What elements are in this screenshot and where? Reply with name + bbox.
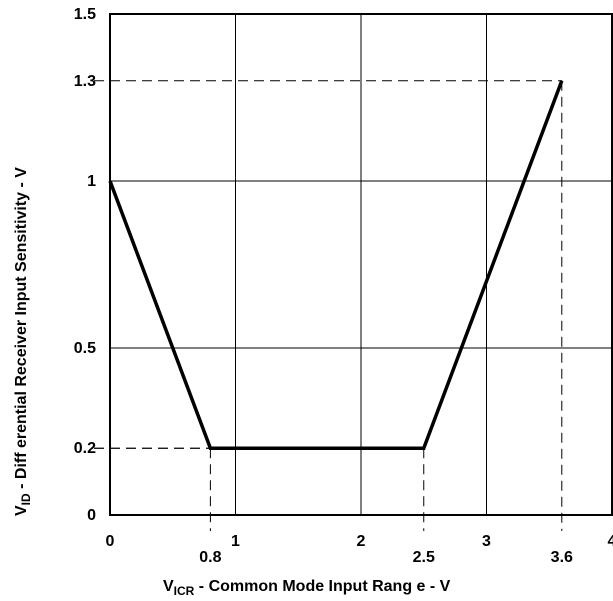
y-tick-label: 1.5 <box>74 6 96 23</box>
grid-layer <box>110 14 612 515</box>
reference-lines <box>94 80 563 531</box>
y-tick-label: 1.3 <box>74 73 96 90</box>
x-axis-label-subscript: ICR <box>174 584 195 598</box>
y-tick-label: 0 <box>87 507 96 524</box>
plot-frame <box>109 13 613 516</box>
y-axis-label-text: - Diff erential Receiver Input Sensitivi… <box>13 167 30 494</box>
y-axis-label: VID - Diff erential Receiver Input Sensi… <box>13 167 33 516</box>
y-tick-label: 0.5 <box>74 340 96 357</box>
data-point <box>561 80 563 82</box>
data-point <box>423 447 425 449</box>
y-axis-label-subscript: ID <box>19 493 33 505</box>
x-tick-label: 3 <box>482 533 491 550</box>
y-axis-label-main: V <box>13 505 30 516</box>
x-tick-labels: 0 1 2 3 4 0.8 2.5 3.6 <box>106 533 613 566</box>
x-tick-label: 0 <box>106 533 115 550</box>
data-point <box>209 447 211 449</box>
x-axis-label: VICR - Common Mode Input Rang e - V <box>163 578 451 598</box>
x-tick-label: 4 <box>608 533 613 550</box>
y-tick-label: 0.2 <box>74 440 96 457</box>
x-tick-label: 0.8 <box>199 549 221 566</box>
y-tick-labels: 0 0.2 0.5 1 1.3 1.5 <box>74 6 96 524</box>
x-tick-label: 2 <box>357 533 366 550</box>
x-tick-label: 2.5 <box>413 549 435 566</box>
x-tick-label: 1 <box>231 533 240 550</box>
x-tick-label: 3.6 <box>551 549 573 566</box>
series-line-0 <box>108 80 564 450</box>
series-layer <box>108 80 564 450</box>
x-axis-label-text: - Common Mode Input Rang e - V <box>194 578 450 595</box>
y-tick-label: 1 <box>87 173 96 190</box>
data-point <box>109 180 111 182</box>
x-axis-label-main: V <box>163 578 174 595</box>
